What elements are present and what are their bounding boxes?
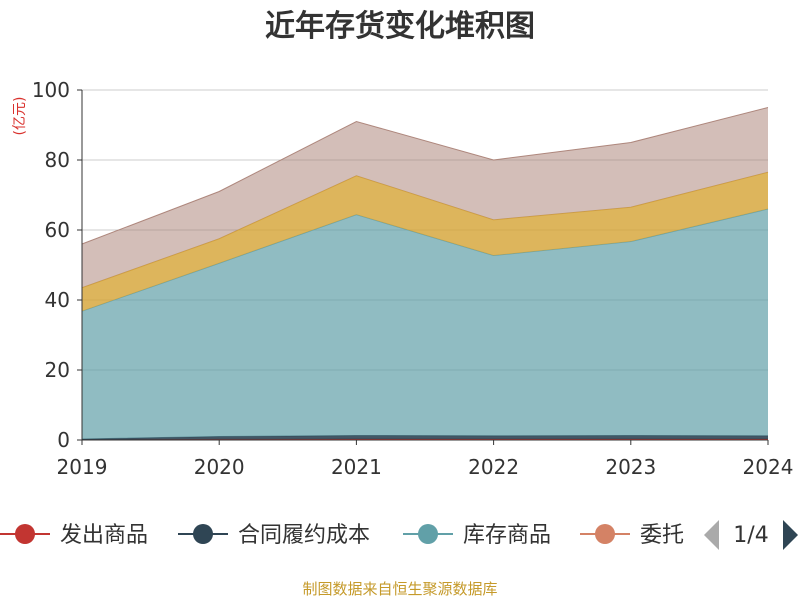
area-series-line-4 (81, 107, 769, 245)
legend-label: 合同履约成本 (238, 523, 370, 548)
x-tick-label: 2022 (468, 455, 519, 479)
legend-circle-icon (15, 524, 35, 544)
legend-item[interactable]: 库存商品 (403, 523, 551, 548)
legend-item[interactable]: 合同履约成本 (178, 523, 370, 548)
legend-item[interactable]: 委托 (580, 523, 684, 548)
x-tick-label: 2019 (57, 455, 108, 479)
legend: 发出商品 合同履约成本 库存商品 委托 1/4 (0, 520, 798, 550)
chart-title: 近年存货变化堆积图 (265, 9, 535, 44)
x-tick-label: 2020 (194, 455, 245, 479)
area-series (81, 107, 769, 441)
legend-items: 发出商品 合同履约成本 库存商品 委托 (0, 523, 684, 548)
source-note: 制图数据来自恒生聚源数据库 (302, 580, 497, 598)
y-axis-unit: (亿元) (12, 97, 28, 136)
y-tick-label: 0 (57, 428, 70, 452)
legend-page-indicator: 1/4 (733, 523, 768, 548)
y-tick-label: 100 (32, 78, 70, 102)
legend-circle-icon (193, 524, 213, 544)
y-tick-label: 40 (45, 288, 70, 312)
legend-item[interactable]: 发出商品 (0, 523, 148, 548)
y-tick-label: 60 (45, 218, 70, 242)
legend-label: 发出商品 (60, 523, 148, 548)
legend-circle-icon (418, 524, 438, 544)
legend-label: 委托 (640, 523, 684, 548)
y-tick-label: 20 (45, 358, 70, 382)
legend-next-icon[interactable] (783, 520, 798, 550)
axes: 0 20 40 60 80 100 2019 2020 2021 2022 2023 2024 (32, 78, 794, 479)
x-tick-label: 2023 (605, 455, 656, 479)
x-tick-label: 2021 (331, 455, 382, 479)
area-series-3 (82, 172, 768, 312)
legend-label: 库存商品 (463, 523, 551, 548)
x-tick-label: 2024 (743, 455, 794, 479)
area-series-4 (82, 107, 768, 288)
area-series-2 (82, 209, 768, 439)
y-tick-label: 80 (45, 148, 70, 172)
legend-circle-icon (595, 524, 615, 544)
legend-prev-icon[interactable] (704, 520, 719, 550)
